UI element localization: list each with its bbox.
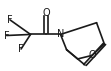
Text: N: N: [57, 29, 64, 39]
Text: F: F: [7, 15, 13, 25]
Text: O: O: [88, 50, 96, 60]
Text: F: F: [18, 44, 24, 54]
Text: O: O: [42, 8, 50, 18]
Text: F: F: [4, 31, 9, 40]
